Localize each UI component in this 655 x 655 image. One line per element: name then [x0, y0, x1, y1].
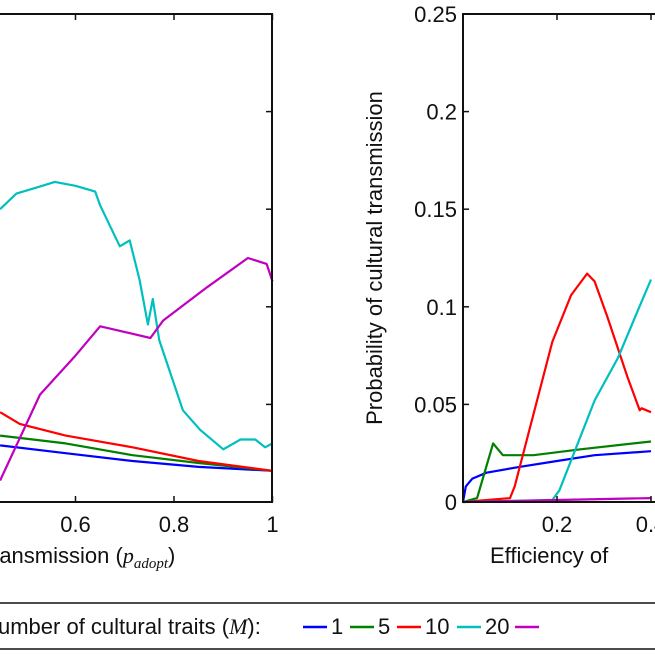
x-tick-label: 0.2: [542, 512, 573, 537]
x-tick-label: 0.4: [636, 512, 655, 537]
x-tick-label: 1: [266, 512, 278, 537]
x-tick-label: 0.8: [159, 512, 190, 537]
left-xlabel: ransmission (padopt): [0, 543, 175, 572]
left-plot: 0.6 0.8 1 ransmission (padopt): [0, 13, 279, 572]
series-line-1: [461, 450, 652, 503]
series-line-10: [0, 411, 273, 472]
legend: umber of cultural traits (M): 1 5 10 20: [0, 602, 655, 650]
right-xlabel: Efficiency of: [490, 543, 609, 568]
series-line-20: [462, 279, 653, 504]
series-line-20: [0, 180, 274, 451]
y-tick-label: 0.05: [414, 392, 457, 417]
series-line-10: [462, 272, 652, 504]
legend-label: 10: [425, 614, 449, 639]
legend-title: umber of cultural traits (M):: [0, 614, 261, 639]
series-line-1: [0, 444, 273, 472]
right-ylabel: Probability of cultural transmission: [362, 91, 387, 425]
x-tick-label: 0.6: [60, 512, 91, 537]
legend-label: 20: [485, 614, 509, 639]
series-line-series-4: [0, 256, 274, 481]
y-tick-label: 0.15: [414, 197, 457, 222]
right-plot: 0.2 0.4 0 0.05 0.1 0.15 0.2 0.25 Probability of…: [362, 2, 655, 568]
legend-items: 1 5 10 20: [303, 614, 539, 639]
series-line-5: [0, 434, 273, 472]
left-series: [0, 180, 274, 481]
y-tick-label: 0.1: [426, 295, 457, 320]
series-line-5: [462, 440, 652, 504]
y-tick-label: 0: [445, 490, 457, 515]
right-axes-frame: [462, 13, 655, 503]
left-ticks: 0.6 0.8 1: [60, 14, 279, 537]
right-series: [461, 272, 653, 504]
left-axes-frame: [0, 13, 273, 503]
legend-label: 5: [378, 614, 390, 639]
y-tick-label: 0.25: [414, 2, 457, 27]
right-ticks: 0.2 0.4 0 0.05 0.1 0.15 0.2 0.25: [414, 2, 655, 537]
legend-label: 1: [331, 614, 343, 639]
y-tick-label: 0.2: [426, 100, 457, 125]
